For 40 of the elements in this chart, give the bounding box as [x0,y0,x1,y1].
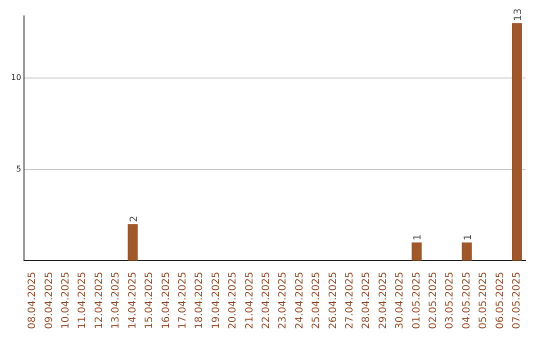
x-tick-label: 11.04.2025 [77,272,88,330]
y-tick-label: 5 [16,164,22,174]
bar [412,242,422,261]
x-tick-label: 28.04.2025 [361,272,372,330]
bar [512,23,522,261]
x-tick-label: 26.04.2025 [328,272,339,330]
x-tick-label: 08.04.2025 [27,272,38,330]
bar [128,224,138,261]
x-tick-label: 19.04.2025 [210,272,222,330]
x-tick-label: 16.04.2025 [160,272,172,330]
x-tick-label: 09.04.2025 [44,272,55,330]
x-tick-label: 21.04.2025 [244,272,256,330]
x-tick-label: 13.04.2025 [110,272,122,330]
x-tick-label: 30.04.2025 [394,272,406,330]
x-tick-label: 10.04.2025 [60,272,72,330]
x-tick-label: 04.05.2025 [461,272,472,330]
x-tick-label: 02.05.2025 [428,272,440,330]
x-tick-label: 03.05.2025 [444,272,456,330]
x-tick-label: 25.04.2025 [311,272,322,330]
x-tick-label: 24.04.2025 [294,272,306,330]
x-tick-label: 22.04.2025 [260,272,272,330]
x-tick-label: 17.04.2025 [177,272,188,330]
x-tick-label: 15.04.2025 [144,272,156,330]
x-tick-label: 05.05.2025 [478,272,490,330]
x-tick-label: 01.05.2025 [411,272,422,330]
x-tick-label: 27.04.2025 [344,272,356,330]
x-tick-label: 18.04.2025 [194,272,206,330]
x-tick-label: 20.04.2025 [228,272,239,330]
x-tick-label: 07.05.2025 [512,272,523,330]
x-tick-label: 12.04.2025 [94,272,105,330]
data-label: 1 [462,234,474,240]
x-tick-label: 14.04.2025 [127,272,138,330]
y-tick-label: 10 [10,73,22,82]
x-tick-label: 23.04.2025 [278,272,289,330]
x-tick-label: 06.05.2025 [494,272,506,330]
x-tick-label: 29.04.2025 [378,272,389,330]
data-label: 1 [412,234,424,240]
data-label: 2 [128,216,140,222]
bar [462,242,472,261]
data-label: 13 [512,8,524,22]
